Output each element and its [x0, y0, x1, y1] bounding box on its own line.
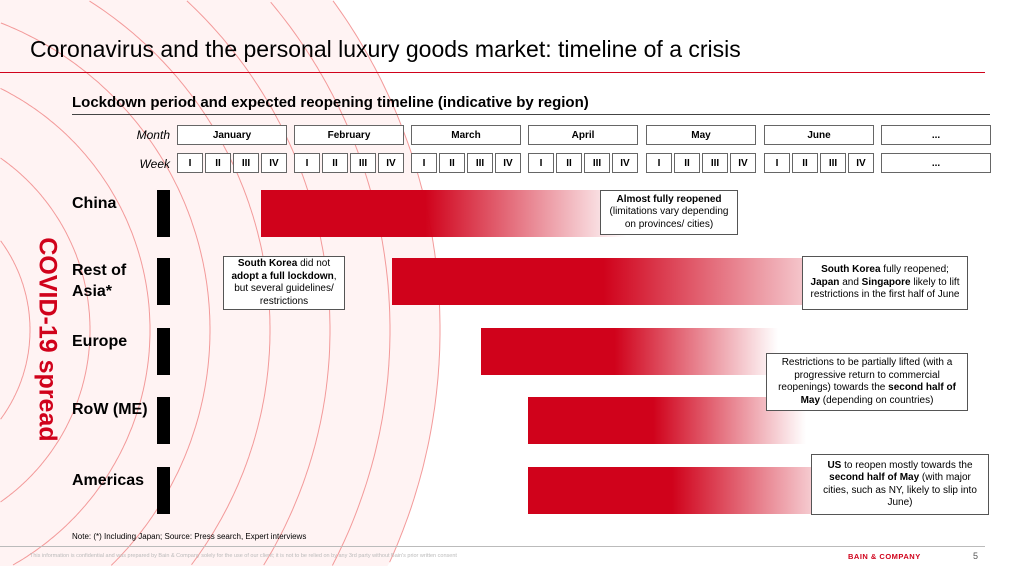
- callout-segment: Japan: [810, 276, 840, 288]
- month-cell: June: [764, 125, 874, 145]
- brand-logo: BAIN & COMPANY: [848, 552, 921, 561]
- region-label: China: [72, 195, 117, 212]
- week-cell: II: [439, 153, 465, 173]
- callout-segment: adopt a full lockdown: [231, 270, 334, 282]
- callout-segment: second half of May: [800, 382, 956, 406]
- footer-divider: [0, 546, 985, 547]
- week-cell: II: [556, 153, 582, 173]
- region-marker: [157, 328, 170, 375]
- callout-text: South Korea fully reopened; Japan and Si…: [806, 264, 964, 302]
- callout-segment: (limitations vary depending on provinces…: [609, 206, 729, 230]
- week-cell: II: [322, 153, 348, 173]
- week-cell: III: [467, 153, 493, 173]
- callout-segment: and: [839, 276, 862, 288]
- lockdown-bar: [528, 467, 848, 514]
- region-label: RoW (ME): [72, 401, 148, 418]
- page-number: 5: [973, 551, 979, 561]
- month-cell: January: [177, 125, 287, 145]
- month-cell: May: [646, 125, 756, 145]
- week-cell: III: [350, 153, 376, 173]
- lockdown-bar: [261, 190, 626, 237]
- section-subtitle: Lockdown period and expected reopening t…: [72, 94, 589, 111]
- callout-segment: second half of May: [829, 472, 920, 483]
- week-cell: III: [584, 153, 610, 173]
- week-cell: I: [764, 153, 790, 173]
- spread-wave-arc: [0, 240, 31, 420]
- callout-segment: to reopen mostly towards the: [841, 459, 973, 471]
- month-cell: ...: [881, 125, 991, 145]
- week-cell: IV: [261, 153, 287, 173]
- callout-rest-of-asia: South Korea fully reopened; Japan and Si…: [802, 256, 968, 310]
- week-cell: I: [528, 153, 554, 173]
- week-cell: II: [674, 153, 700, 173]
- spread-wave-arc: [270, 1, 391, 566]
- callout-segment: fully reopened;: [880, 264, 949, 276]
- week-row-label: Week: [139, 157, 170, 171]
- week-cell: II: [792, 153, 818, 173]
- region-marker: [157, 190, 170, 237]
- callout-segment: South Korea: [821, 264, 881, 276]
- region-marker: [157, 397, 170, 444]
- region-label: Americas: [72, 472, 145, 489]
- spread-wave-arc: [0, 22, 211, 566]
- lockdown-bar: [528, 397, 806, 444]
- callout-text: Restrictions to be partially lifted (wit…: [770, 357, 964, 407]
- confidentiality-notice: This information is confidential and was…: [30, 553, 457, 559]
- week-cell: ...: [881, 153, 991, 173]
- title-divider: [0, 72, 985, 73]
- subtitle-divider: [72, 114, 990, 115]
- callout-south-korea-lockdown: South Korea did not adopt a full lockdow…: [223, 256, 345, 310]
- covid-spread-label: COVID-19 spread: [33, 237, 62, 442]
- callout-segment: US: [827, 459, 842, 471]
- spread-fill: [0, 0, 440, 566]
- region-marker: [157, 467, 170, 514]
- callout-segment: likely to lift restrictions in the first…: [810, 276, 960, 301]
- week-cell: IV: [848, 153, 874, 173]
- region-label: Rest of Asia*: [72, 262, 127, 300]
- callout-americas: US to reopen mostly towards the second h…: [811, 454, 989, 515]
- callout-text: South Korea did not adopt a full lockdow…: [227, 258, 341, 308]
- week-cell: III: [233, 153, 259, 173]
- month-row-label: Month: [136, 128, 170, 142]
- week-cell: I: [646, 153, 672, 173]
- month-cell: April: [528, 125, 638, 145]
- lockdown-bar: [481, 328, 778, 375]
- week-cell: I: [177, 153, 203, 173]
- week-cell: II: [205, 153, 231, 173]
- callout-text: US to reopen mostly towards the second h…: [815, 460, 985, 510]
- week-cell: I: [411, 153, 437, 173]
- callout-segment: , but several guidelines/ restrictions: [234, 270, 337, 307]
- callout-segment: (depending on countries): [820, 394, 934, 406]
- spread-wave-arc: [0, 87, 151, 566]
- week-cell: III: [820, 153, 846, 173]
- month-cell: March: [411, 125, 521, 145]
- callout-segment: South Korea: [237, 258, 298, 269]
- week-cell: IV: [378, 153, 404, 173]
- week-cell: IV: [495, 153, 521, 173]
- callout-segment: Singapore: [861, 276, 911, 288]
- callout-segment: Almost fully reopened: [616, 193, 722, 205]
- callout-europe: Restrictions to be partially lifted (wit…: [766, 353, 968, 411]
- callout-segment: Restrictions to be partially lifted (wit…: [778, 357, 953, 393]
- month-cell: February: [294, 125, 404, 145]
- region-marker: [157, 258, 170, 305]
- week-cell: III: [702, 153, 728, 173]
- lockdown-bar: [392, 258, 862, 305]
- week-cell: IV: [730, 153, 756, 173]
- region-label: Europe: [72, 333, 128, 350]
- callout-segment: (with major cities, such as NY, likely t…: [823, 472, 977, 508]
- week-cell: IV: [612, 153, 638, 173]
- callout-text: Almost fully reopened (limitations vary …: [604, 194, 734, 232]
- callout-segment: did not: [297, 258, 331, 269]
- callout-china: Almost fully reopened (limitations vary …: [600, 190, 738, 235]
- week-cell: I: [294, 153, 320, 173]
- footnote: Note: (*) Including Japan; Source: Press…: [72, 532, 307, 541]
- spread-wave-arc: [0, 157, 91, 503]
- page-title: Coronavirus and the personal luxury good…: [30, 36, 741, 62]
